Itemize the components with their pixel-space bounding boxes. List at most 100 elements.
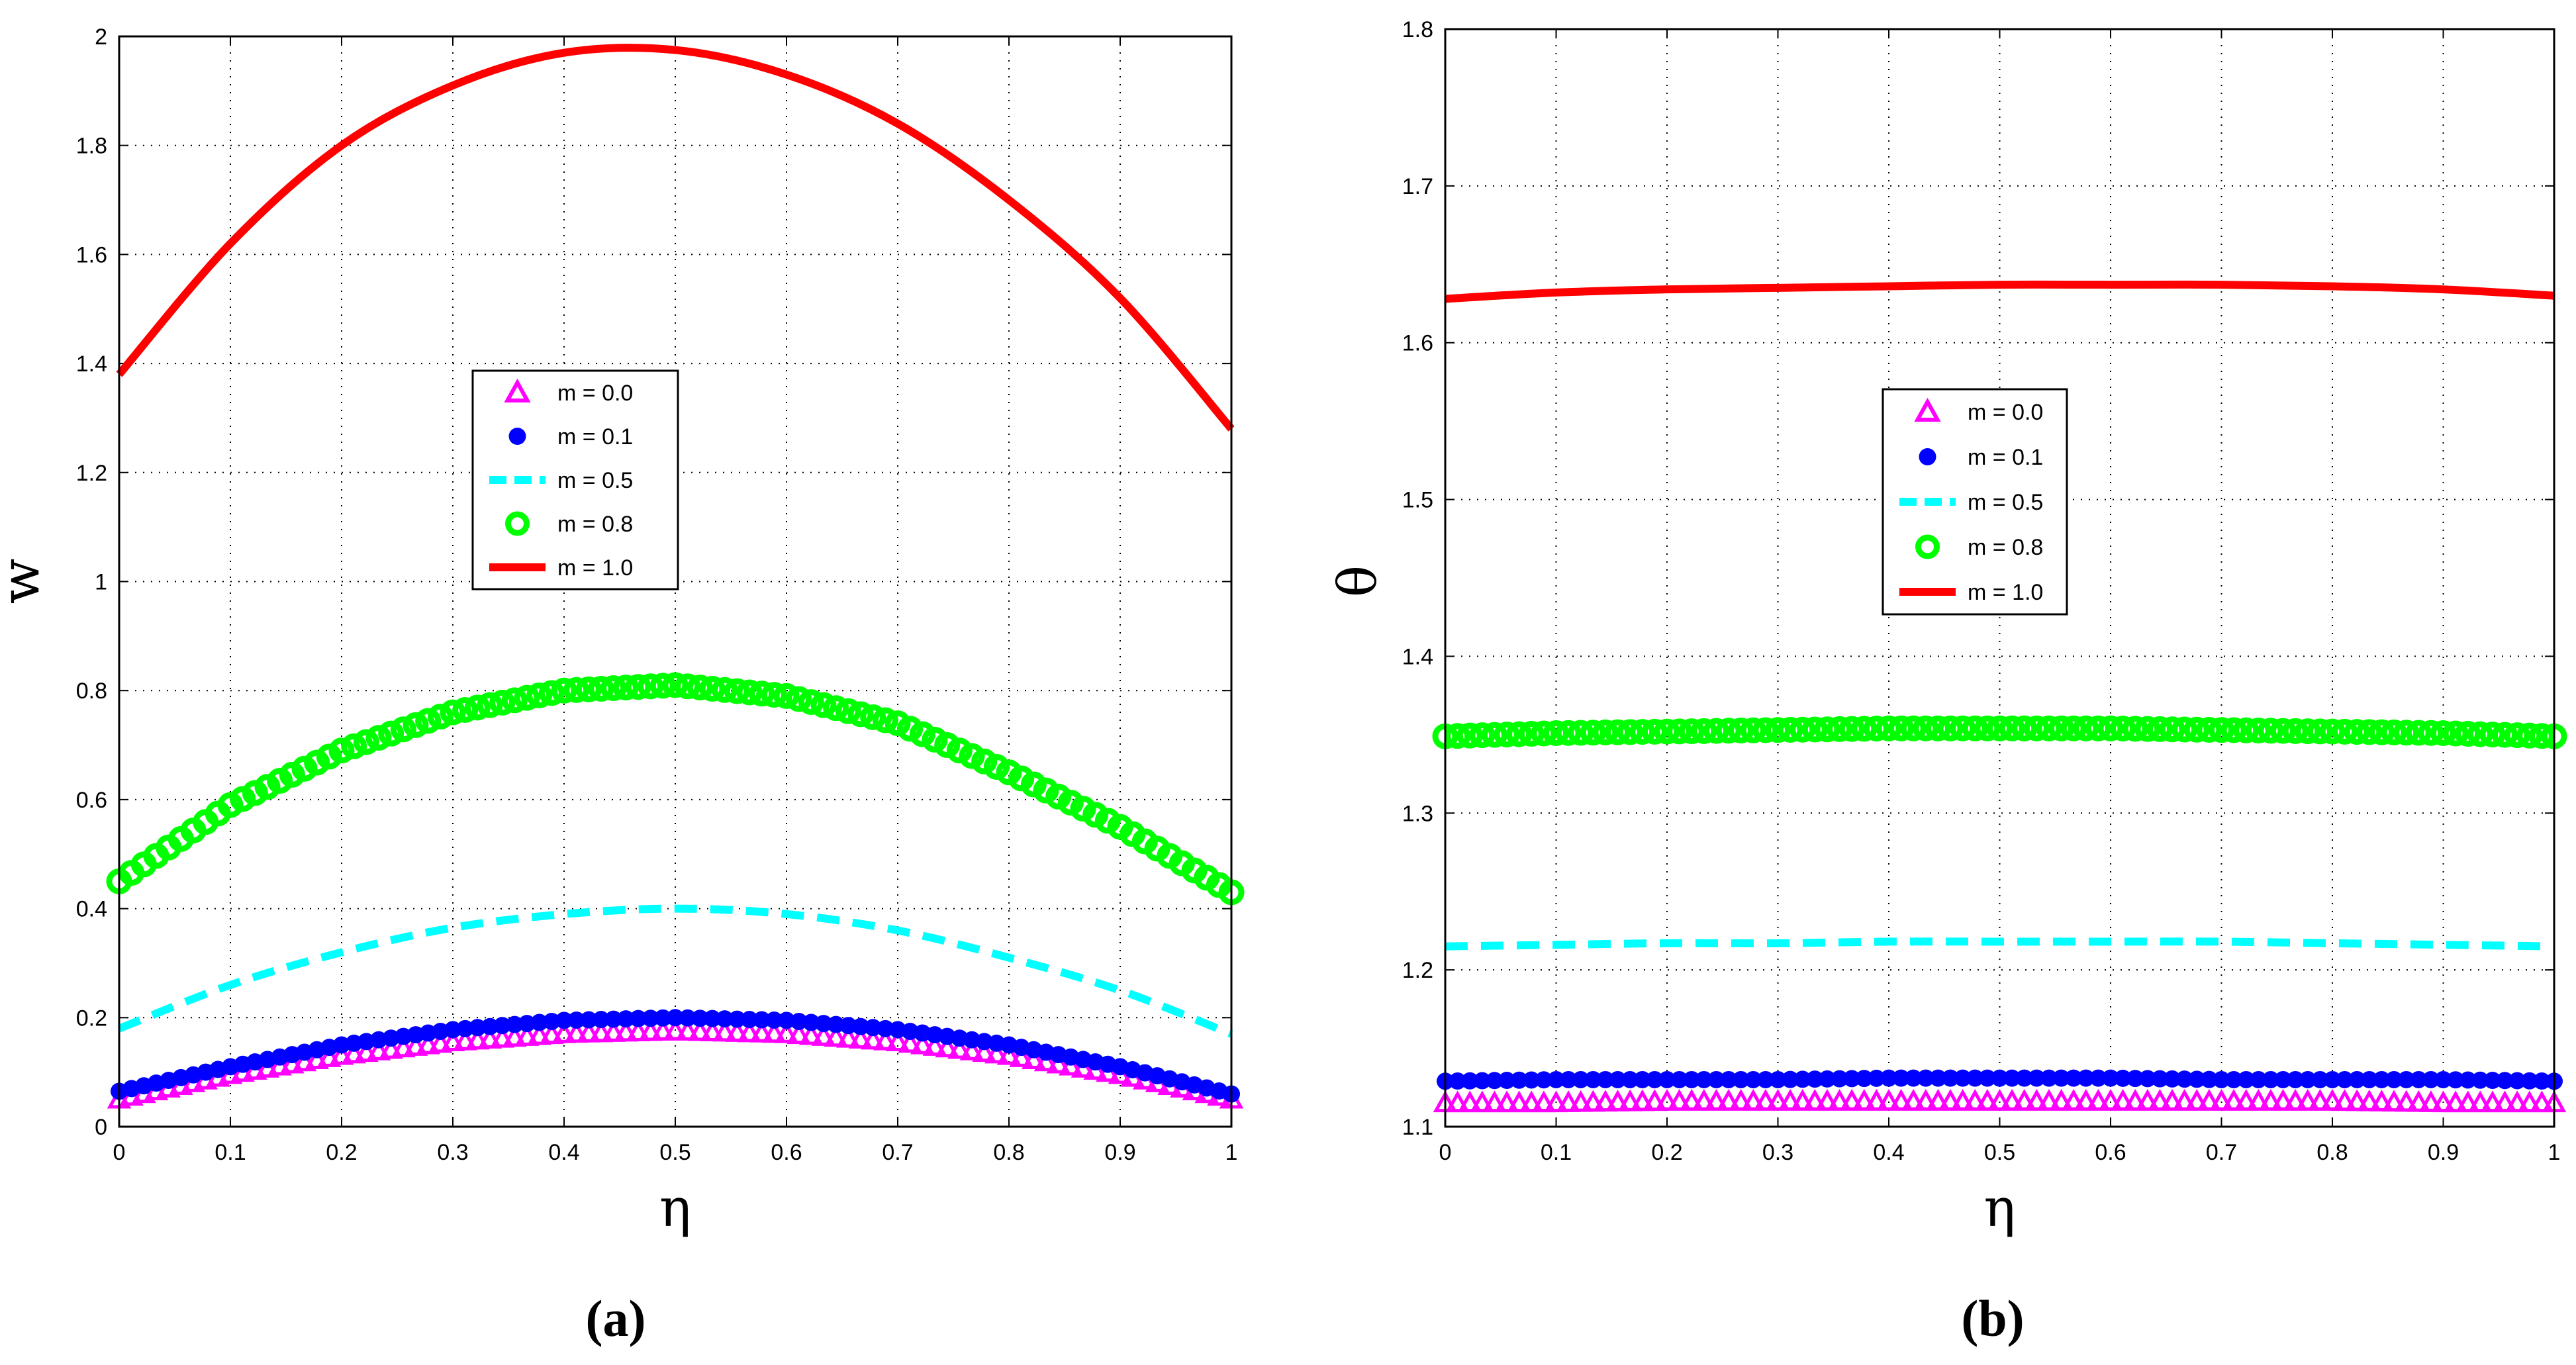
- data-point: [2373, 1070, 2391, 1088]
- data-point: [415, 708, 442, 734]
- data-point: [651, 1019, 675, 1041]
- x-tick-label: 0.3: [1762, 1140, 1793, 1165]
- data-point: [1852, 1088, 1877, 1111]
- data-point: [704, 1010, 721, 1027]
- data-point: [835, 698, 861, 724]
- data-point: [614, 1019, 638, 1042]
- legend-item: m = 1.0: [489, 555, 633, 581]
- data-point: [1654, 1088, 1680, 1111]
- data-point: [1815, 1088, 1840, 1111]
- data-point: [1596, 1070, 1614, 1088]
- data-point: [2262, 1070, 2279, 1088]
- data-point: [428, 1031, 453, 1053]
- data-point: [934, 732, 961, 759]
- data-point: [1683, 1070, 1701, 1088]
- data-point: [1482, 1090, 1507, 1113]
- series-00: [1433, 1088, 2567, 1113]
- data-point: [753, 1011, 771, 1029]
- series-10: [1445, 280, 2555, 303]
- y-tick-label: 0.6: [76, 788, 107, 813]
- data-point: [2237, 1070, 2255, 1088]
- data-point: [778, 1012, 795, 1029]
- legend-swatch: [1915, 534, 1940, 559]
- data-point: [675, 1019, 700, 1041]
- data-point: [353, 729, 379, 755]
- legend-item: m = 0.1: [508, 424, 633, 449]
- data-point: [972, 1040, 996, 1062]
- data-point: [2348, 1070, 2366, 1088]
- data-point: [736, 679, 763, 706]
- data-point: [839, 1017, 857, 1035]
- data-point: [996, 759, 1022, 786]
- data-point: [1704, 1088, 1729, 1111]
- data-point: [464, 694, 491, 721]
- legend-label: m = 0.8: [557, 512, 633, 537]
- data-point: [1806, 1070, 1824, 1088]
- y-tick-label: 1.4: [1402, 644, 1433, 669]
- data-point: [612, 675, 639, 701]
- data-point: [749, 1020, 774, 1043]
- data-point: [2061, 1088, 2086, 1111]
- data-point: [440, 1029, 465, 1052]
- data-point: [2135, 1088, 2160, 1111]
- data-point: [2455, 721, 2481, 747]
- data-point: [456, 1019, 474, 1037]
- data-point: [2504, 722, 2530, 749]
- data-point: [1855, 1070, 1873, 1088]
- data-point: [1999, 715, 2025, 741]
- data-point: [959, 743, 985, 769]
- data-point: [1531, 1090, 1556, 1113]
- data-point: [243, 1058, 267, 1080]
- data-point: [477, 1027, 502, 1049]
- data-point: [601, 1020, 626, 1042]
- data-point: [477, 692, 503, 718]
- data-point: [638, 673, 664, 700]
- data-point: [1889, 1088, 1913, 1111]
- data-point: [1469, 722, 1496, 749]
- data-point: [1609, 1070, 1627, 1088]
- data-point: [2344, 1089, 2369, 1111]
- data-point: [292, 1049, 317, 1072]
- data-point: [1744, 1070, 1762, 1088]
- data-point: [2324, 1070, 2341, 1088]
- data-point: [280, 1051, 305, 1074]
- data-point: [563, 677, 590, 703]
- data-point: [1057, 789, 1084, 816]
- legend-label: m = 0.0: [557, 381, 633, 406]
- data-point: [688, 1019, 712, 1041]
- data-point: [1901, 1088, 1926, 1111]
- data-point: [1938, 1088, 1963, 1111]
- data-point: [1999, 1088, 2025, 1111]
- data-point: [403, 1034, 428, 1056]
- data-point: [1707, 1070, 1725, 1088]
- data-point: [1765, 717, 1791, 743]
- data-point: [864, 1019, 882, 1037]
- data-point: [366, 1038, 391, 1060]
- data-point: [444, 1021, 461, 1039]
- data-point: [626, 1019, 651, 1041]
- data-point: [712, 1019, 737, 1042]
- data-point: [1962, 715, 1988, 741]
- data-point: [667, 1009, 684, 1027]
- data-point: [2164, 1070, 2181, 1088]
- data-point: [1449, 1072, 1466, 1090]
- data-point: [2126, 1070, 2144, 1088]
- data-point: [1863, 716, 1889, 742]
- data-point: [540, 1022, 564, 1045]
- data-point: [1950, 715, 1976, 741]
- data-point: [1678, 718, 1705, 745]
- data-point: [2385, 1070, 2403, 1088]
- y-tick-label: 1.2: [76, 461, 107, 486]
- data-point: [1498, 1071, 1516, 1089]
- data-point: [2381, 1090, 2407, 1112]
- y-tick-label: 1.1: [1402, 1115, 1433, 1140]
- data-point: [2430, 720, 2456, 746]
- data-point: [2459, 1071, 2477, 1089]
- data-point: [848, 1027, 873, 1049]
- data-point: [2085, 715, 2111, 741]
- data-point: [564, 1021, 589, 1043]
- series-05: [117, 904, 1233, 1038]
- data-point: [1108, 1062, 1133, 1084]
- legend-swatch: [1919, 448, 1936, 465]
- data-point: [1692, 1088, 1717, 1111]
